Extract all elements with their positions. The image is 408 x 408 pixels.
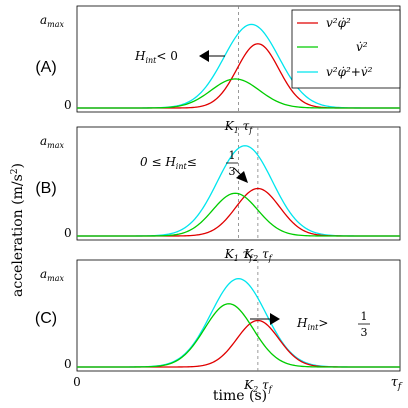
- marker-label-tau-sub: f: [248, 126, 254, 135]
- ytick-top-sub: max: [47, 141, 64, 150]
- marker-label: K2 τf: [243, 247, 274, 263]
- marker-label-sub: 1: [234, 126, 239, 135]
- marker-label-tau-sub: f: [248, 254, 254, 263]
- ytick-top-main: a: [40, 267, 47, 281]
- ytick-top-main: a: [40, 13, 47, 27]
- marker-label-main: K: [243, 247, 254, 261]
- x-start-label: 0: [73, 375, 81, 389]
- annotation-frac-den: 3: [229, 165, 236, 178]
- ytick-top-sub: max: [47, 20, 64, 29]
- y-axis-label: acceleration (m/s2): [10, 163, 26, 297]
- annotation-frac-num: 1: [361, 310, 368, 323]
- annotation-arrowhead: [199, 50, 209, 62]
- annotation-sub: int: [145, 56, 157, 65]
- marker-label-sub: 1: [234, 254, 239, 263]
- x-axis-label: time (s): [213, 388, 267, 404]
- annotation-main: H: [134, 49, 146, 63]
- legend-label-red: v²φ̇²: [326, 16, 351, 30]
- marker-label-sub: 2: [252, 385, 258, 394]
- marker-label: K2 τf: [243, 378, 274, 394]
- ytick-top-label: amax: [40, 13, 65, 29]
- ytick-bottom-label: 0: [64, 226, 72, 240]
- ytick-top-label: amax: [40, 134, 65, 150]
- annotation-text: Hint>: [296, 316, 328, 332]
- series-line-2: [77, 319, 400, 368]
- marker-label-tau: τ: [239, 119, 250, 133]
- ytick-bottom-label: 0: [64, 357, 72, 371]
- marker-label-tau: τ: [258, 247, 269, 261]
- panel-letter: (B): [35, 180, 56, 197]
- ytick-top-sub: max: [47, 274, 64, 283]
- series-line-3: [77, 192, 400, 237]
- annotation-rest: ≤: [187, 155, 197, 169]
- series-line-3: [77, 78, 400, 109]
- series-line-3: [77, 303, 400, 368]
- annotation-text: Hint< 0: [134, 49, 178, 65]
- panel-1: (A) amax 0 K1 τf Hint< 0: [35, 5, 401, 135]
- annotation-arrowhead: [236, 171, 248, 183]
- marker-label-tau-sub: f: [268, 385, 274, 394]
- marker-label-main: K: [224, 119, 235, 133]
- marker-label-tau: τ: [258, 378, 269, 392]
- marker-label-main: K: [224, 247, 235, 261]
- annotation-rest: >: [318, 316, 328, 330]
- annotation-arrowhead: [270, 313, 280, 325]
- ytick-top-label: amax: [40, 267, 65, 283]
- legend-label-green: v̇²: [356, 40, 368, 54]
- panel-letter: (A): [35, 59, 56, 76]
- annotation-main: H: [296, 316, 308, 330]
- marker-label-tau-sub: f: [268, 254, 274, 263]
- legend: v²φ̇² v̇² v²φ̇²+v̇²: [291, 9, 401, 89]
- marker-label: K1 τf: [224, 247, 255, 263]
- marker-label-tau: τ: [239, 247, 250, 261]
- annotation-text: 0 ≤ Hint≤: [140, 155, 197, 171]
- annotation-sub: int: [176, 162, 188, 171]
- marker-label-sub: 2: [252, 254, 258, 263]
- annotation-frac-num: 1: [229, 149, 236, 162]
- legend-label-cyan: v²φ̇²+v̇²: [326, 65, 373, 79]
- annotation-rest: < 0: [156, 49, 178, 63]
- series-line-1: [77, 277, 400, 368]
- marker-label-main: K: [243, 378, 254, 392]
- marker-label: K1 τf: [224, 119, 255, 135]
- panel-letter: (C): [35, 310, 57, 327]
- annotation-main: 0 ≤ H: [140, 155, 176, 169]
- x-end-label: τf: [391, 375, 403, 392]
- ytick-top-main: a: [40, 134, 47, 148]
- ytick-bottom-label: 0: [64, 98, 72, 112]
- annotation-sub: int: [307, 323, 319, 332]
- panel-frame: [76, 259, 401, 372]
- annotation-frac-den: 3: [361, 326, 368, 339]
